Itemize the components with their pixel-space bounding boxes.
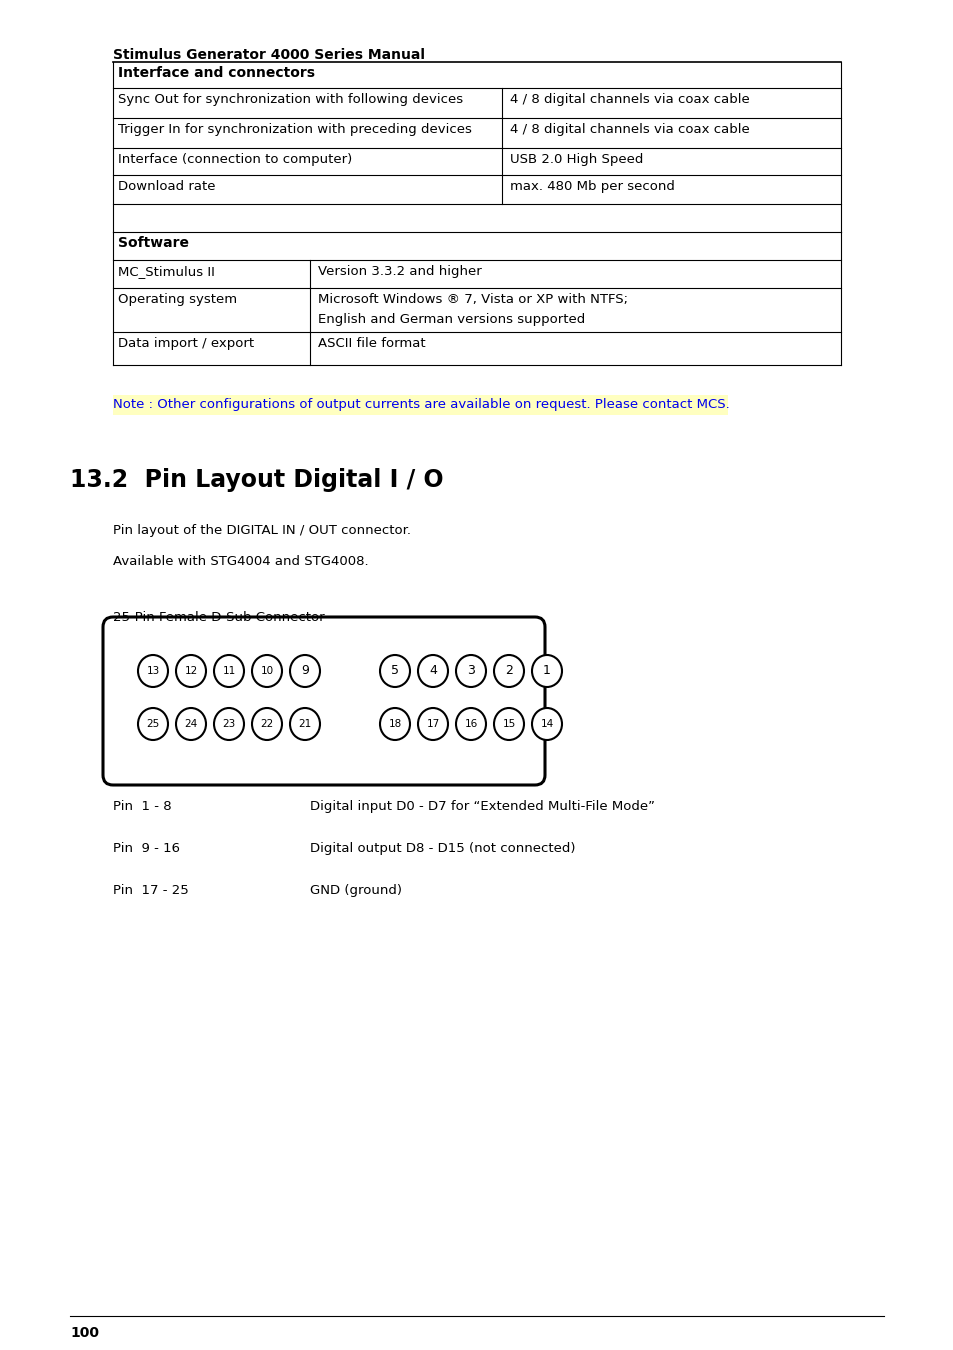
Ellipse shape xyxy=(290,707,319,740)
Ellipse shape xyxy=(138,707,168,740)
Text: 16: 16 xyxy=(464,720,477,729)
Ellipse shape xyxy=(532,707,561,740)
Text: 17: 17 xyxy=(426,720,439,729)
Ellipse shape xyxy=(213,707,244,740)
Text: 100: 100 xyxy=(70,1326,99,1341)
Text: MC_Stimulus II: MC_Stimulus II xyxy=(118,265,214,278)
Ellipse shape xyxy=(417,655,448,687)
Ellipse shape xyxy=(494,707,523,740)
Text: 4: 4 xyxy=(429,664,436,678)
Text: 24: 24 xyxy=(184,720,197,729)
Text: Digital input D0 - D7 for “Extended Multi-File Mode”: Digital input D0 - D7 for “Extended Mult… xyxy=(310,801,655,813)
Text: GND (ground): GND (ground) xyxy=(310,884,401,896)
Text: Operating system: Operating system xyxy=(118,293,237,306)
Text: Microsoft Windows ® 7, Vista or XP with NTFS;: Microsoft Windows ® 7, Vista or XP with … xyxy=(317,293,627,306)
Ellipse shape xyxy=(379,655,410,687)
Text: Sync Out for synchronization with following devices: Sync Out for synchronization with follow… xyxy=(118,93,462,107)
Ellipse shape xyxy=(379,707,410,740)
Ellipse shape xyxy=(417,707,448,740)
Text: 13: 13 xyxy=(146,666,159,676)
Text: 15: 15 xyxy=(502,720,515,729)
Text: 2: 2 xyxy=(504,664,513,678)
Text: Pin  1 - 8: Pin 1 - 8 xyxy=(112,801,172,813)
Text: Pin  17 - 25: Pin 17 - 25 xyxy=(112,884,189,896)
Ellipse shape xyxy=(494,655,523,687)
Text: 11: 11 xyxy=(222,666,235,676)
Text: English and German versions supported: English and German versions supported xyxy=(317,313,584,325)
Text: Interface and connectors: Interface and connectors xyxy=(118,66,314,80)
Text: max. 480 Mb per second: max. 480 Mb per second xyxy=(510,180,675,193)
Text: Interface (connection to computer): Interface (connection to computer) xyxy=(118,153,352,166)
Text: 12: 12 xyxy=(184,666,197,676)
Text: 23: 23 xyxy=(222,720,235,729)
Ellipse shape xyxy=(532,655,561,687)
Text: 25-Pin Female D-Sub Connector: 25-Pin Female D-Sub Connector xyxy=(112,612,324,624)
Ellipse shape xyxy=(456,655,485,687)
Text: Version 3.3.2 and higher: Version 3.3.2 and higher xyxy=(317,265,481,278)
Text: 5: 5 xyxy=(391,664,398,678)
Text: Digital output D8 - D15 (not connected): Digital output D8 - D15 (not connected) xyxy=(310,842,575,855)
Text: Trigger In for synchronization with preceding devices: Trigger In for synchronization with prec… xyxy=(118,123,472,136)
FancyBboxPatch shape xyxy=(103,617,544,784)
Text: 25: 25 xyxy=(146,720,159,729)
Text: 9: 9 xyxy=(301,664,309,678)
Ellipse shape xyxy=(213,655,244,687)
Text: Download rate: Download rate xyxy=(118,180,215,193)
Text: ASCII file format: ASCII file format xyxy=(317,338,425,350)
Text: Available with STG4004 and STG4008.: Available with STG4004 and STG4008. xyxy=(112,555,368,568)
Text: 22: 22 xyxy=(260,720,274,729)
Text: 4 / 8 digital channels via coax cable: 4 / 8 digital channels via coax cable xyxy=(510,93,749,107)
Text: 1: 1 xyxy=(542,664,551,678)
Text: 10: 10 xyxy=(260,666,274,676)
Ellipse shape xyxy=(290,655,319,687)
Text: 18: 18 xyxy=(388,720,401,729)
Text: Pin  9 - 16: Pin 9 - 16 xyxy=(112,842,180,855)
Text: 14: 14 xyxy=(539,720,553,729)
Text: Note : Other configurations of output currents are available on request. Please : Note : Other configurations of output cu… xyxy=(112,398,729,410)
Text: 4 / 8 digital channels via coax cable: 4 / 8 digital channels via coax cable xyxy=(510,123,749,136)
Text: 21: 21 xyxy=(298,720,312,729)
Text: 13.2  Pin Layout Digital I / O: 13.2 Pin Layout Digital I / O xyxy=(70,468,443,491)
Ellipse shape xyxy=(175,707,206,740)
Text: Stimulus Generator 4000 Series Manual: Stimulus Generator 4000 Series Manual xyxy=(112,49,424,62)
Ellipse shape xyxy=(456,707,485,740)
Text: Software: Software xyxy=(118,236,189,250)
Ellipse shape xyxy=(252,655,282,687)
Text: 3: 3 xyxy=(467,664,475,678)
Text: USB 2.0 High Speed: USB 2.0 High Speed xyxy=(510,153,643,166)
Text: Data import / export: Data import / export xyxy=(118,338,253,350)
Ellipse shape xyxy=(175,655,206,687)
Bar xyxy=(112,396,727,414)
Ellipse shape xyxy=(252,707,282,740)
Text: Pin layout of the DIGITAL IN / OUT connector.: Pin layout of the DIGITAL IN / OUT conne… xyxy=(112,524,411,537)
Ellipse shape xyxy=(138,655,168,687)
